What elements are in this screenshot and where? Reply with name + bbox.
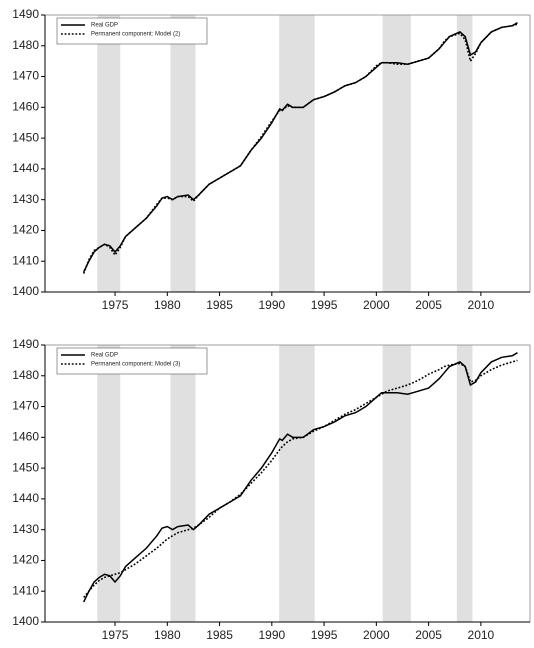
shaded-period <box>170 15 196 292</box>
y-tick-label: 1480 <box>12 38 39 52</box>
legend-box <box>56 347 208 375</box>
y-tick-label: 1420 <box>12 553 39 567</box>
y-tick-label: 1400 <box>12 614 39 628</box>
y-tick-label: 1490 <box>12 7 39 21</box>
y-tick-label: 1410 <box>12 253 39 267</box>
y-tick-label: 1410 <box>12 583 39 597</box>
y-tick-label: 1480 <box>12 368 39 382</box>
shaded-period <box>382 345 411 622</box>
shaded-period <box>170 345 196 622</box>
y-tick-label: 1430 <box>12 192 39 206</box>
y-tick-label: 1470 <box>12 399 39 413</box>
x-tick-label: 2005 <box>415 298 442 312</box>
shaded-period <box>456 345 473 622</box>
x-tick-label: 1985 <box>206 298 233 312</box>
y-tick-label: 1490 <box>12 337 39 351</box>
y-tick-label: 1470 <box>12 69 39 83</box>
y-tick-label: 1450 <box>12 460 39 474</box>
legend-box <box>56 17 208 45</box>
y-tick-label: 1460 <box>12 430 39 444</box>
y-tick-label: 1460 <box>12 100 39 114</box>
y-tick-label: 1420 <box>12 223 39 237</box>
shaded-period <box>279 15 315 292</box>
shaded-period <box>382 15 411 292</box>
shaded-period <box>279 345 315 622</box>
x-tick-label: 2005 <box>415 628 442 642</box>
y-tick-label: 1450 <box>12 130 39 144</box>
x-tick-label: 2010 <box>468 298 495 312</box>
series-line <box>82 23 518 274</box>
x-tick-label: 2010 <box>468 628 495 642</box>
x-tick-label: 1980 <box>154 628 181 642</box>
x-tick-label: 2000 <box>363 628 390 642</box>
legend-label: Real GDP <box>91 23 118 29</box>
x-tick-label: 2000 <box>363 298 390 312</box>
y-tick-label: 1440 <box>12 491 39 505</box>
y-tick-label: 1400 <box>12 284 39 298</box>
legend-label: Real GDP <box>91 353 118 359</box>
y-tick-label: 1430 <box>12 522 39 536</box>
x-tick-label: 1975 <box>102 298 129 312</box>
series-line <box>83 359 518 598</box>
legend-label: Permanent component: Model (3) <box>91 362 180 368</box>
x-tick-label: 1990 <box>258 298 285 312</box>
x-tick-label: 1990 <box>258 628 285 642</box>
x-tick-label: 1975 <box>102 628 129 642</box>
x-tick-label: 1995 <box>311 298 338 312</box>
y-tick-label: 1440 <box>12 161 39 175</box>
shaded-period <box>456 15 473 292</box>
shaded-period <box>97 345 121 622</box>
series-line <box>82 352 518 603</box>
legend-label: Permanent component: Model (2) <box>91 32 180 38</box>
x-tick-label: 1995 <box>311 628 338 642</box>
shaded-period <box>97 15 121 292</box>
x-tick-label: 1985 <box>206 628 233 642</box>
x-tick-label: 1980 <box>154 298 181 312</box>
